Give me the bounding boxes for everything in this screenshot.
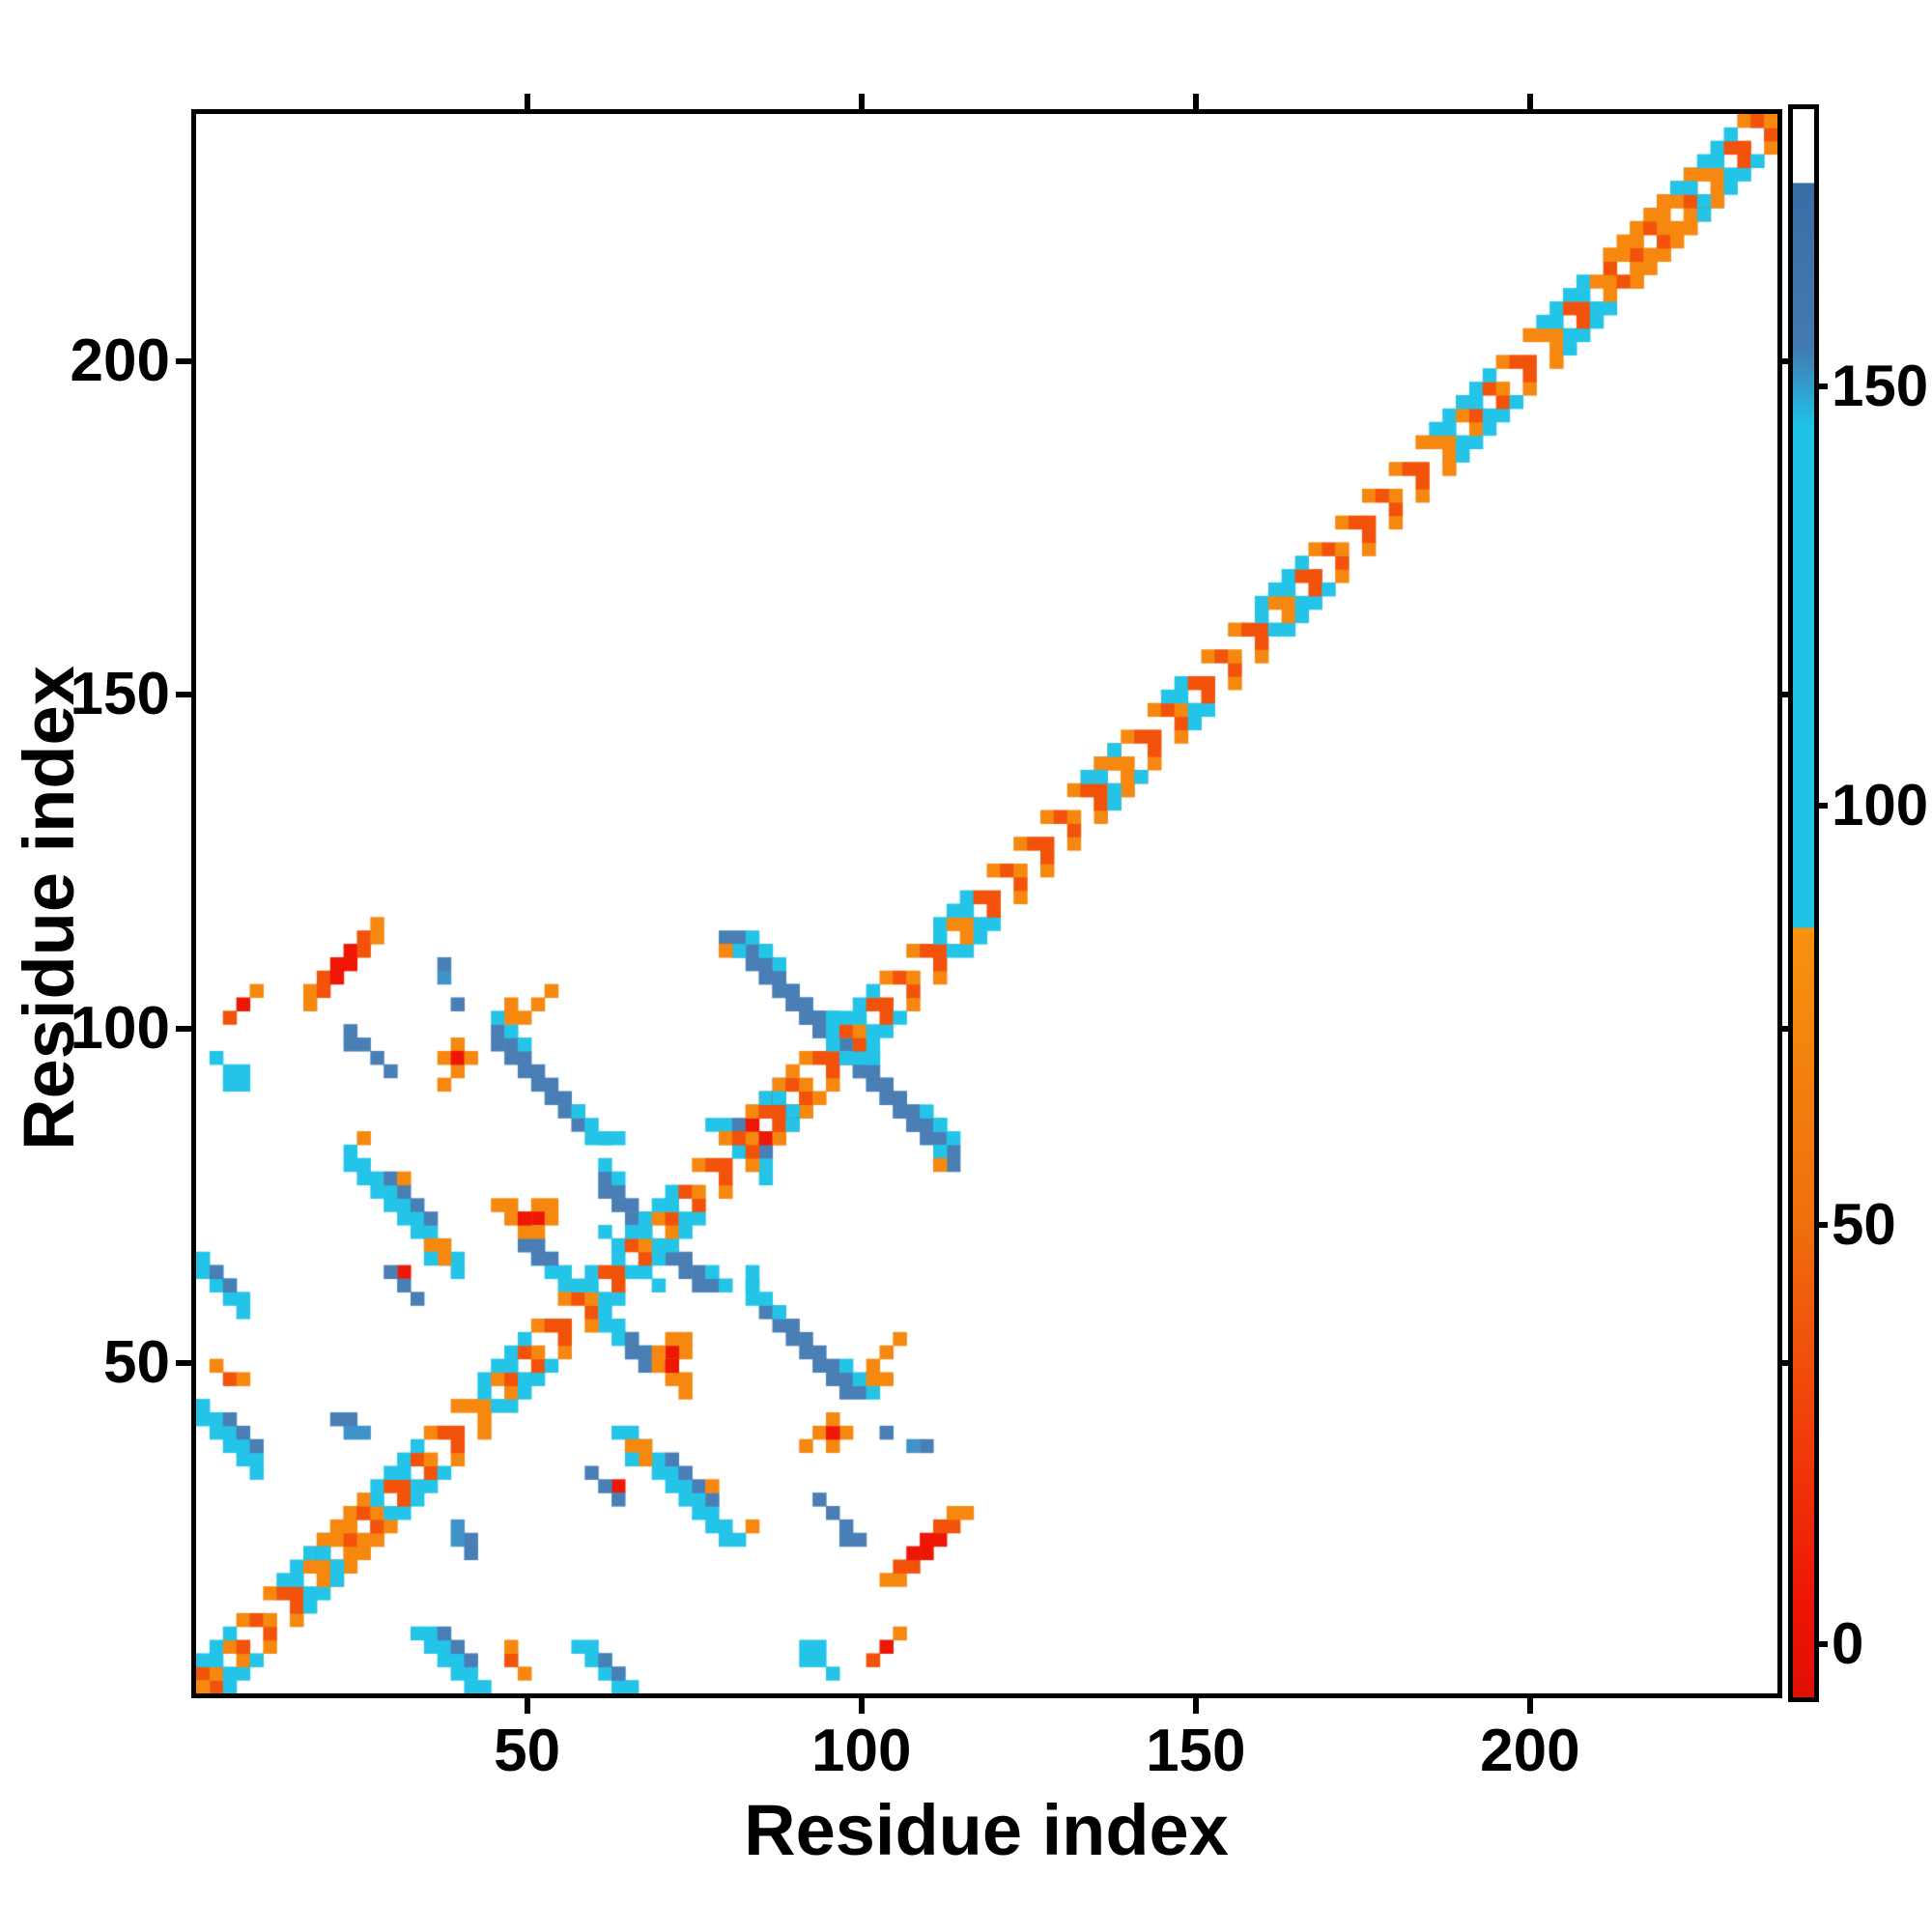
tick-mark [858,94,865,109]
colorbar [1788,104,1819,1702]
tick-mark [1526,1698,1533,1714]
y-tick-label: 100 [70,995,170,1063]
tick-mark [176,1359,191,1366]
colorbar-tick-label: 50 [1832,1192,1896,1258]
y-axis-label: Residue index [9,666,89,1151]
tick-mark [1526,94,1533,109]
y-tick-label: 200 [70,327,170,394]
tick-mark [1814,1641,1828,1648]
x-axis-label: Residue index [744,1790,1229,1870]
y-tick-label: 50 [103,1328,170,1396]
tick-mark [524,94,530,109]
tick-mark [1192,1698,1199,1714]
contact-map-canvas [196,114,1777,1693]
x-tick-label: 200 [1480,1718,1580,1784]
tick-mark [858,1698,865,1714]
colorbar-tick-label: 100 [1832,772,1929,838]
x-tick-label: 50 [494,1718,561,1784]
tick-mark [176,357,191,364]
tick-mark [1814,1222,1828,1229]
x-tick-label: 150 [1146,1718,1246,1784]
y-tick-label: 150 [70,661,170,728]
x-tick-label: 100 [810,1718,912,1784]
tick-mark [176,1026,191,1033]
colorbar-tick-label: 0 [1832,1611,1864,1677]
tick-mark [1814,802,1828,809]
tick-mark [524,1698,530,1714]
tick-mark [1814,383,1828,389]
colorbar-tick-label: 150 [1832,353,1929,418]
tick-mark [176,692,191,698]
tick-mark [1192,94,1199,109]
plot-frame [191,109,1782,1698]
